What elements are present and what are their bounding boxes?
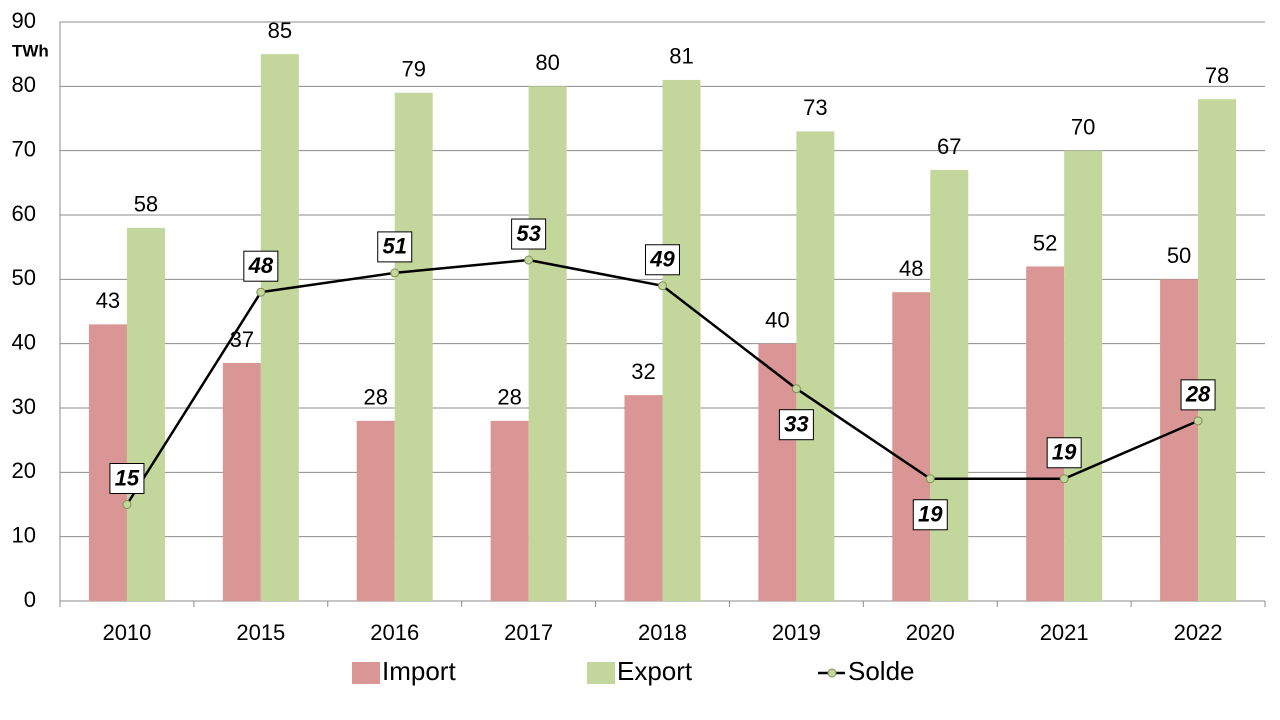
bar bbox=[1026, 266, 1065, 601]
bar-value-label: 48 bbox=[899, 256, 923, 281]
y-tick-label: 20 bbox=[12, 458, 36, 483]
bar-value-label: 43 bbox=[96, 288, 120, 313]
x-tick-label: 2022 bbox=[1174, 620, 1223, 645]
bar-value-label: 70 bbox=[1071, 114, 1095, 139]
bar-value-label: 81 bbox=[669, 44, 693, 69]
bar bbox=[88, 324, 127, 601]
line-value-label: 51 bbox=[382, 234, 406, 259]
bar-value-label: 28 bbox=[363, 385, 387, 410]
bar bbox=[1160, 279, 1199, 601]
legend-marker bbox=[827, 668, 837, 678]
legend-label: Solde bbox=[848, 656, 915, 686]
y-tick-label: 0 bbox=[24, 587, 36, 612]
bar bbox=[222, 362, 261, 601]
x-tick-label: 2018 bbox=[638, 620, 687, 645]
line-point bbox=[658, 281, 667, 291]
label-box bbox=[243, 250, 279, 282]
x-tick-label: 2021 bbox=[1040, 620, 1089, 645]
x-tick-label: 2020 bbox=[906, 620, 955, 645]
bar-value-label: 73 bbox=[803, 95, 827, 120]
y-tick-label: 90 bbox=[12, 8, 36, 33]
line-value-label: 49 bbox=[649, 247, 675, 272]
line-value-label: 33 bbox=[784, 412, 808, 437]
bar-value-label: 85 bbox=[268, 18, 292, 43]
line-point bbox=[524, 255, 534, 265]
label-box bbox=[645, 244, 680, 276]
bar bbox=[490, 420, 529, 601]
line-value-label: 53 bbox=[516, 221, 540, 246]
label-box bbox=[109, 463, 145, 494]
line-point bbox=[1193, 416, 1203, 426]
bar-value-label: 50 bbox=[1167, 243, 1191, 268]
x-tick-label: 2010 bbox=[102, 620, 151, 645]
y-tick-label: 60 bbox=[12, 201, 36, 226]
label-box bbox=[1180, 379, 1216, 411]
bar-value-label: 40 bbox=[765, 307, 789, 332]
legend-swatch bbox=[587, 662, 615, 684]
bar-value-label: 52 bbox=[1033, 230, 1057, 255]
legend-swatch bbox=[352, 662, 380, 684]
bar bbox=[260, 54, 299, 601]
line-value-label: 15 bbox=[115, 465, 140, 490]
bar bbox=[892, 292, 931, 601]
label-box bbox=[912, 499, 948, 531]
line-point bbox=[925, 474, 935, 484]
y-tick-label: 80 bbox=[12, 72, 36, 97]
x-tick-label: 2019 bbox=[772, 620, 821, 645]
bar bbox=[662, 79, 701, 601]
bar bbox=[796, 131, 835, 601]
bar bbox=[356, 420, 395, 601]
label-box bbox=[511, 218, 547, 250]
bar bbox=[528, 86, 567, 602]
line-value-label: 28 bbox=[1185, 382, 1211, 407]
bar-value-label: 79 bbox=[401, 57, 425, 82]
line-point bbox=[1059, 474, 1069, 484]
label-box bbox=[778, 409, 814, 441]
bar-value-label: 78 bbox=[1205, 63, 1229, 88]
y-unit: TWh bbox=[12, 41, 49, 60]
line-point bbox=[791, 384, 801, 394]
bar-value-label: 28 bbox=[497, 385, 521, 410]
line-value-label: 19 bbox=[1052, 440, 1077, 465]
y-tick-label: 70 bbox=[12, 136, 36, 161]
label-box bbox=[1046, 437, 1082, 469]
line-value-label: 19 bbox=[918, 502, 943, 527]
bar-value-label: 32 bbox=[631, 359, 655, 384]
bar-value-label: 67 bbox=[937, 134, 961, 159]
line-point bbox=[122, 500, 132, 509]
bar-value-label: 80 bbox=[535, 50, 559, 75]
label-box bbox=[377, 231, 413, 263]
bar bbox=[394, 92, 433, 602]
legend-label: Export bbox=[617, 656, 693, 686]
line-point bbox=[390, 268, 400, 278]
bar bbox=[1064, 150, 1103, 601]
legend-label: Import bbox=[382, 656, 456, 686]
y-tick-label: 30 bbox=[12, 394, 36, 419]
bar bbox=[1198, 99, 1237, 601]
y-tick-label: 40 bbox=[12, 329, 36, 354]
bar-value-label: 58 bbox=[134, 192, 158, 217]
bar bbox=[624, 395, 663, 601]
bar-value-label: 37 bbox=[230, 327, 254, 352]
bar bbox=[758, 343, 797, 601]
x-tick-label: 2015 bbox=[236, 620, 285, 645]
y-tick-label: 50 bbox=[12, 265, 36, 290]
line-point bbox=[256, 287, 266, 297]
x-tick-label: 2016 bbox=[370, 620, 419, 645]
x-tick-label: 2017 bbox=[504, 620, 553, 645]
y-tick-label: 10 bbox=[12, 522, 36, 547]
bar bbox=[126, 227, 165, 601]
line-value-label: 48 bbox=[248, 253, 274, 278]
bar bbox=[930, 169, 969, 601]
